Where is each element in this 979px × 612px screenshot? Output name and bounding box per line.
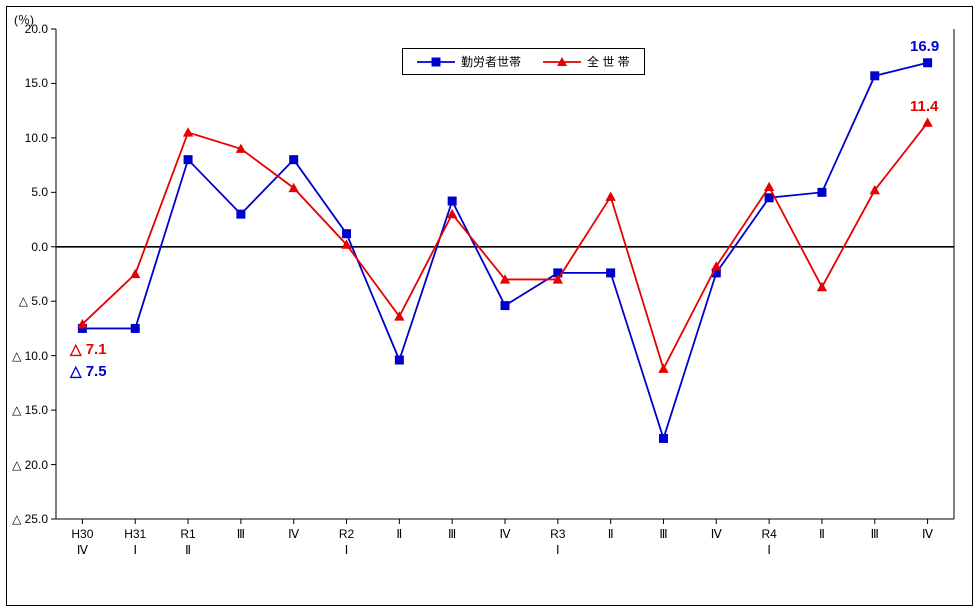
chart-svg — [0, 0, 979, 612]
series-marker-worker — [817, 188, 826, 197]
series-marker-all — [922, 117, 932, 126]
series-marker-all — [817, 282, 827, 291]
series-marker-all — [658, 364, 668, 373]
series-marker-worker — [395, 356, 404, 365]
data-label: △ 7.1 — [70, 340, 107, 358]
data-label: △ 7.5 — [70, 362, 107, 380]
series-marker-all — [605, 192, 615, 201]
y-tick-label: △ 20.0 — [4, 458, 48, 472]
series-marker-worker — [131, 324, 140, 333]
x-tick-label: R3Ⅰ — [534, 527, 582, 558]
legend-swatch-all — [543, 56, 581, 68]
x-tick-label: H31Ⅰ — [111, 527, 159, 558]
x-tick-label: R2Ⅰ — [323, 527, 371, 558]
series-marker-all — [130, 269, 140, 278]
y-tick-label: △ 25.0 — [4, 512, 48, 526]
series-line-all — [82, 123, 927, 369]
legend-item-worker: 勤労者世帯 — [417, 53, 521, 70]
x-tick-label: Ⅱ — [587, 527, 635, 543]
x-tick-label: Ⅱ — [375, 527, 423, 543]
x-tick-label: Ⅱ — [798, 527, 846, 543]
series-marker-worker — [342, 229, 351, 238]
series-marker-all — [764, 182, 774, 191]
x-tick-label: H30Ⅳ — [58, 527, 106, 558]
x-tick-label: Ⅲ — [217, 527, 265, 543]
legend: 勤労者世帯 全 世 帯 — [402, 48, 645, 75]
legend-swatch-worker — [417, 56, 455, 68]
legend-label-worker: 勤労者世帯 — [461, 53, 521, 70]
series-marker-worker — [501, 301, 510, 310]
x-tick-label: Ⅳ — [904, 527, 952, 543]
y-tick-label: △ 10.0 — [4, 349, 48, 363]
y-tick-label: 10.0 — [4, 131, 48, 145]
series-marker-worker — [289, 155, 298, 164]
legend-item-all: 全 世 帯 — [543, 53, 630, 70]
x-tick-label: R1Ⅱ — [164, 527, 212, 558]
series-marker-worker — [184, 155, 193, 164]
x-tick-label: Ⅲ — [428, 527, 476, 543]
y-tick-label: △ 5.0 — [4, 294, 48, 308]
legend-label-all: 全 世 帯 — [587, 53, 630, 70]
series-marker-worker — [606, 268, 615, 277]
series-line-worker — [82, 63, 927, 439]
y-tick-label: 0.0 — [4, 240, 48, 254]
y-tick-label: 15.0 — [4, 76, 48, 90]
x-tick-label: Ⅳ — [692, 527, 740, 543]
y-tick-label: 20.0 — [4, 22, 48, 36]
x-tick-label: Ⅲ — [851, 527, 899, 543]
data-label: 16.9 — [910, 38, 939, 55]
series-marker-worker — [236, 210, 245, 219]
x-tick-label: Ⅳ — [481, 527, 529, 543]
series-marker-all — [711, 261, 721, 270]
data-label: 11.4 — [910, 98, 938, 115]
series-marker-all — [183, 127, 193, 136]
x-tick-label: R4Ⅰ — [745, 527, 793, 558]
series-marker-worker — [448, 197, 457, 206]
series-marker-worker — [870, 71, 879, 80]
y-tick-label: 5.0 — [4, 185, 48, 199]
x-tick-label: Ⅳ — [270, 527, 318, 543]
x-tick-label: Ⅲ — [639, 527, 687, 543]
y-tick-label: △ 15.0 — [4, 403, 48, 417]
series-marker-worker — [659, 434, 668, 443]
series-marker-worker — [923, 58, 932, 67]
